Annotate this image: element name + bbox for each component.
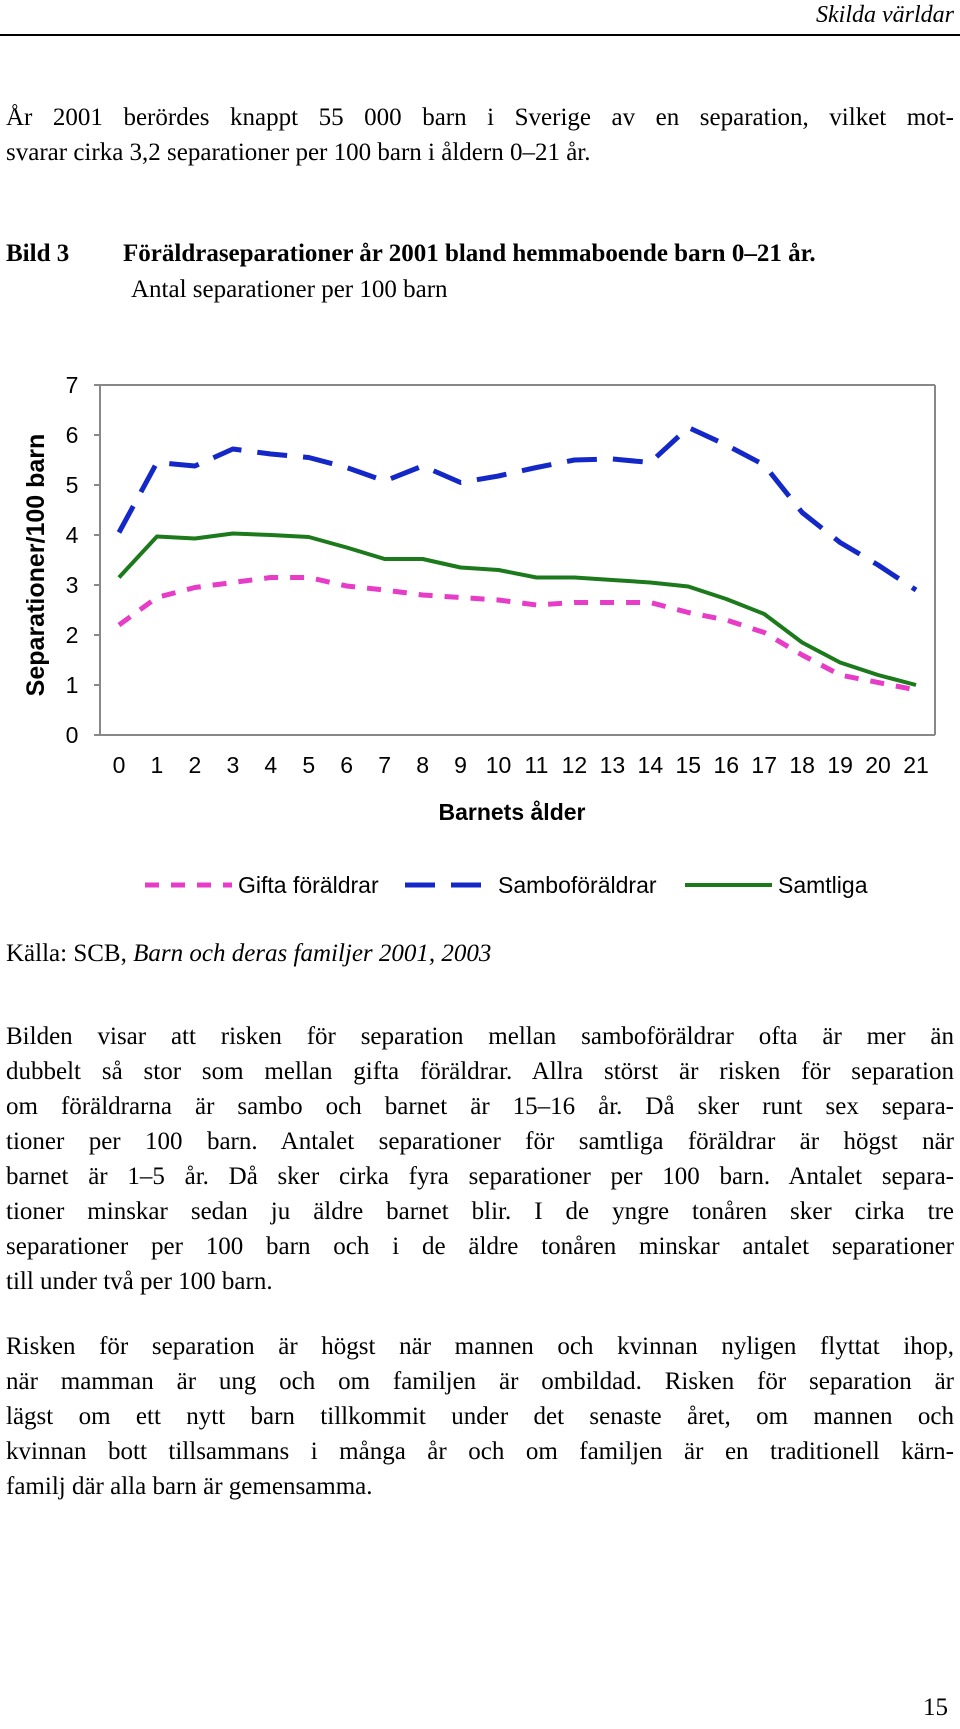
- x-tick-labels: 0 1 2 3 4 5 6 7 8 9 10 11 12 13 14 15 16 17 18 19 20 21: [113, 752, 929, 778]
- chart-axes: [99, 384, 936, 736]
- x-tick-label: 0: [113, 752, 126, 778]
- y-tick-label: 7: [66, 372, 79, 398]
- figure-title: Föräldraseparationer år 2001 bland hemma…: [123, 240, 816, 267]
- x-tick-label: 14: [638, 752, 664, 778]
- body-p1-line-2: dubbelt så stor som mellan gifta föräldr…: [6, 1058, 954, 1085]
- body-p2-line-2: när mamman är ung och om familjen är omb…: [6, 1368, 954, 1395]
- y-tick-label: 3: [66, 572, 79, 598]
- x-tick-label: 19: [827, 752, 853, 778]
- x-tick-label: 9: [454, 752, 467, 778]
- series-line-1: [117, 575, 917, 693]
- body-p1-line-8: till under två per 100 barn.: [6, 1268, 273, 1295]
- legend-label-3: Samtliga: [778, 872, 868, 898]
- y-tick-label: 5: [66, 472, 79, 498]
- x-axis-label: Barnets ålder: [438, 799, 585, 825]
- y-tick-label: 4: [66, 522, 79, 548]
- figure-number: Bild 3: [6, 240, 70, 267]
- series-line-3: [117, 531, 917, 687]
- intro-line-1: År 2001 berördes knappt 55 000 barn i Sv…: [6, 104, 954, 131]
- y-axis-label: Separationer/100 barn: [22, 434, 50, 697]
- intro-line-2: svarar cirka 3,2 separationer per 100 ba…: [6, 139, 591, 166]
- body-paragraph-2: Risken för separation är högst när manne…: [6, 1329, 954, 1504]
- running-header: Skilda världar: [816, 2, 954, 28]
- header-rule: [0, 34, 960, 36]
- y-tick-label: 2: [66, 622, 79, 648]
- x-tick-label: 12: [562, 752, 588, 778]
- x-tick-label: 15: [675, 752, 701, 778]
- body-p1-line-7: separationer per 100 barn och i de äldre…: [6, 1233, 954, 1260]
- source-note: Källa: SCB, Barn och deras familjer 2001…: [6, 940, 491, 968]
- x-tick-label: 13: [600, 752, 626, 778]
- body-p2-line-4: kvinnan bott tillsammans i många år och …: [6, 1438, 954, 1465]
- body-p1-line-1: Bilden visar att risken för separation m…: [6, 1023, 954, 1050]
- body-p1-line-5: barnet är 1–5 år. Då sker cirka fyra sep…: [6, 1163, 954, 1190]
- body-p1-line-6: tioner minskar sedan ju äldre barnet bli…: [6, 1198, 954, 1225]
- x-tick-label: 2: [188, 752, 201, 778]
- body-p2-line-1: Risken för separation är högst när manne…: [6, 1333, 954, 1360]
- y-tick-labels: 0 1 2 3 4 5 6 7: [66, 372, 100, 748]
- x-tick-label: 17: [751, 752, 777, 778]
- x-tick-label: 1: [151, 752, 164, 778]
- x-tick-label: 18: [789, 752, 815, 778]
- body-p1-line-3: om föräldrarna är sambo och barnet är 15…: [6, 1093, 954, 1120]
- y-tick-label: 0: [66, 722, 79, 748]
- x-tick-label: 11: [525, 752, 549, 778]
- legend-label-2: Samboföräldrar: [498, 872, 657, 898]
- figure-subtitle: Antal separationer per 100 barn: [131, 276, 448, 303]
- x-tick-label: 7: [378, 752, 391, 778]
- source-publication: Barn och deras familjer 2001, 2003: [133, 940, 492, 967]
- legend-label-1: Gifta föräldrar: [238, 872, 379, 898]
- x-tick-label: 4: [264, 752, 277, 778]
- y-tick-label: 1: [66, 672, 79, 698]
- page-number: 15: [923, 1694, 948, 1721]
- chart-legend: Gifta föräldrar Samboföräldrar Samtliga: [145, 872, 868, 898]
- x-tick-label: 5: [302, 752, 315, 778]
- x-tick-label: 20: [865, 752, 891, 778]
- body-p1-line-4: tioner per 100 barn. Antalet separatione…: [6, 1128, 954, 1155]
- y-tick-label: 6: [66, 422, 79, 448]
- body-p2-line-3: lägst om ett nytt barn tillkommit under …: [6, 1403, 954, 1430]
- x-tick-label: 3: [226, 752, 239, 778]
- x-tick-label: 16: [713, 752, 739, 778]
- series-line-2: [116, 425, 918, 593]
- series-lines: [116, 425, 918, 693]
- body-paragraph-1: Bilden visar att risken för separation m…: [6, 1019, 954, 1299]
- x-tick-label: 10: [486, 752, 512, 778]
- x-tick-label: 21: [903, 752, 929, 778]
- x-tick-label: 8: [416, 752, 429, 778]
- body-p2-line-5: familj där alla barn är gemensamma.: [6, 1473, 373, 1500]
- source-prefix: Källa: SCB,: [6, 940, 134, 967]
- intro-paragraph: År 2001 berördes knappt 55 000 barn i Sv…: [6, 100, 954, 170]
- x-tick-label: 6: [340, 752, 353, 778]
